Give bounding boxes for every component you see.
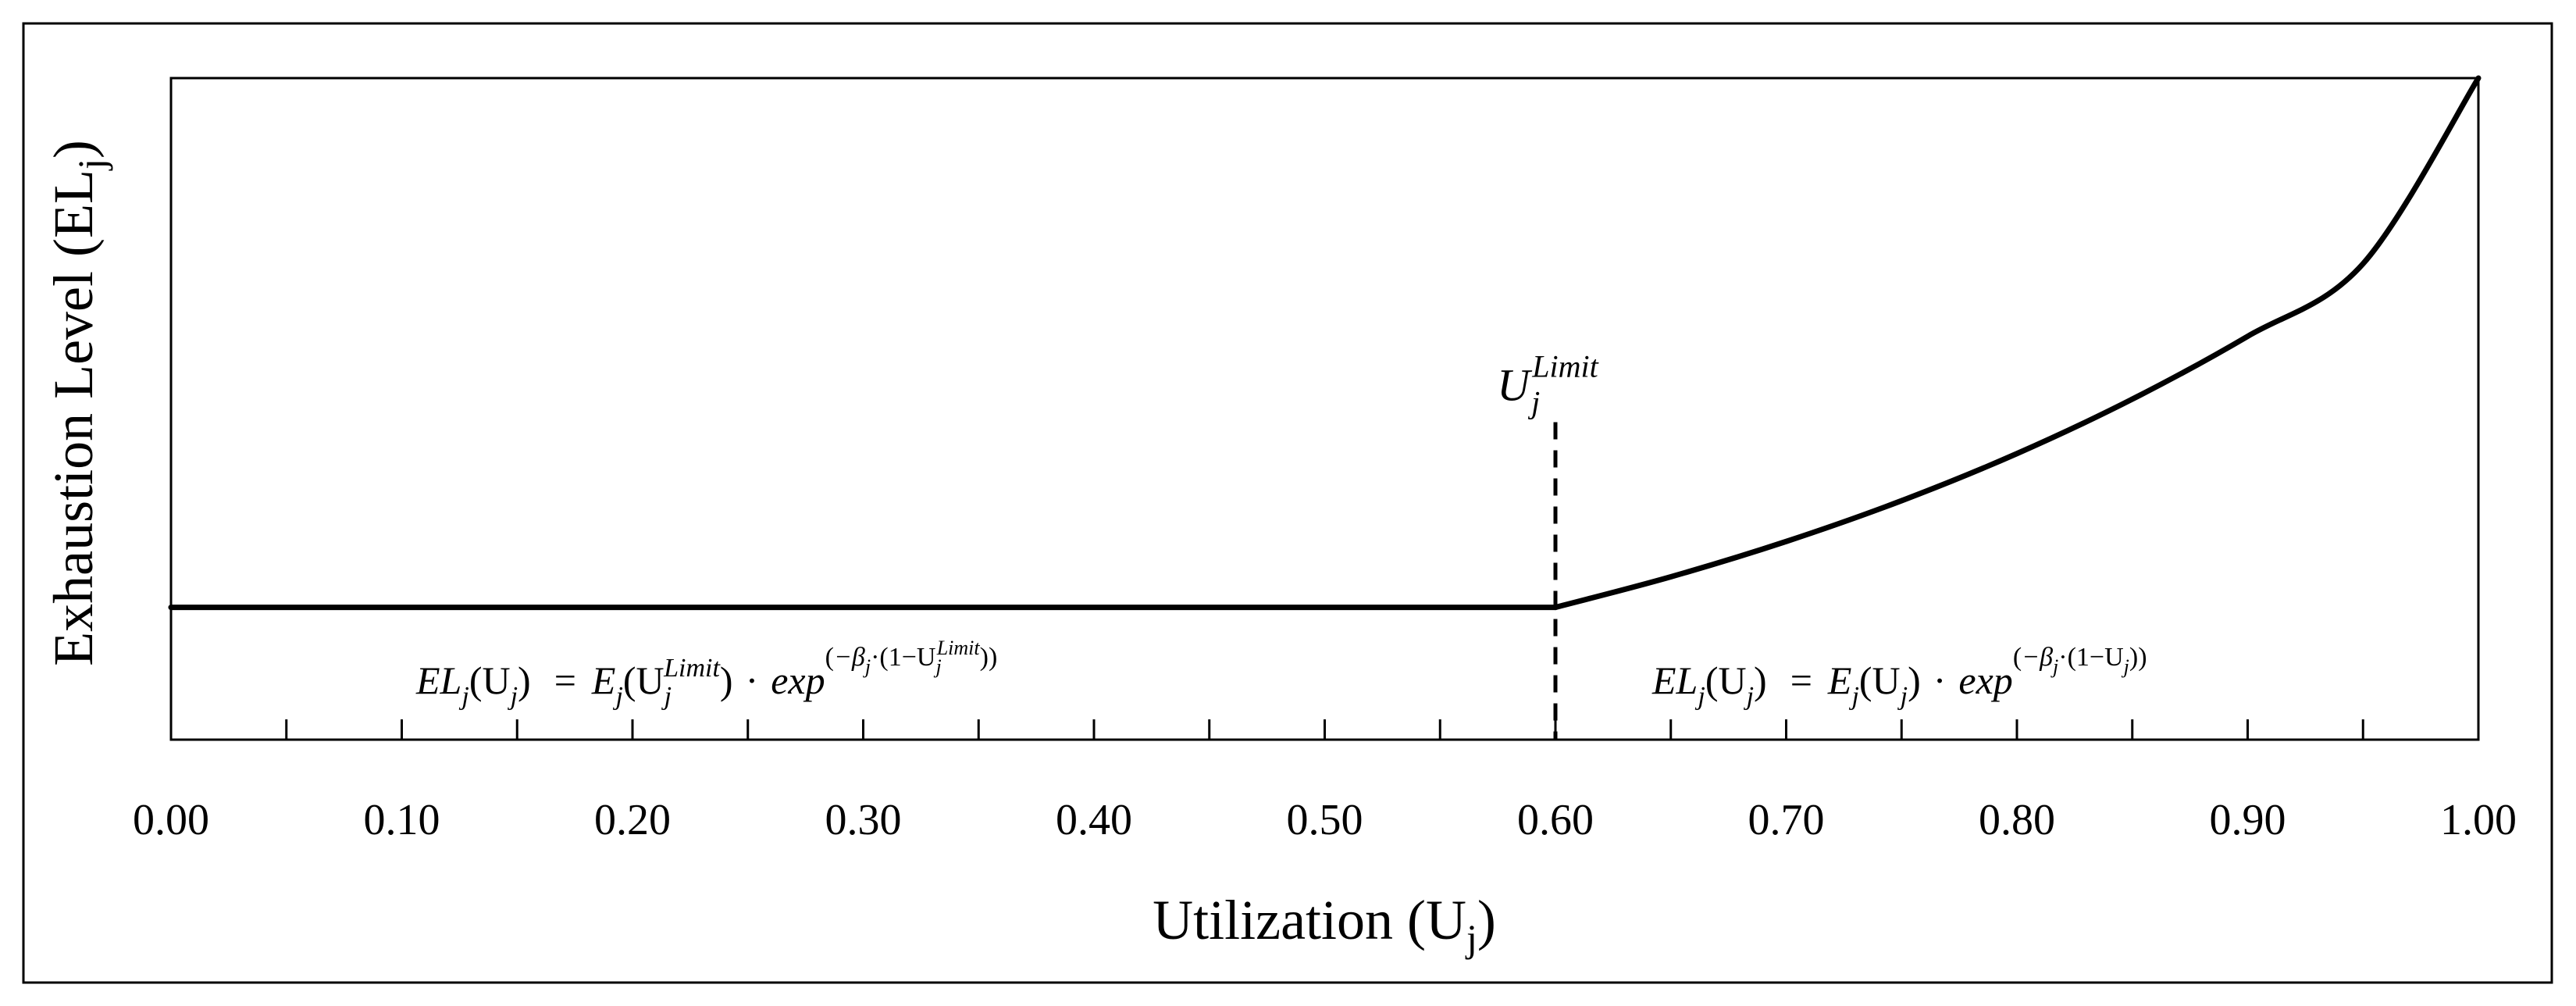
right-eq-exponent-sub2: j (2122, 655, 2129, 678)
right-eq-lhs-sub: j (1694, 682, 1705, 711)
left-eq-exponent-sub: j (863, 655, 871, 678)
right-eq-rhs-a: E (1827, 658, 1852, 702)
y-axis-title-main: Exhaustion Level (EL (42, 169, 105, 666)
x-tick-label: 1.00 (2440, 796, 2517, 844)
left-eq-rhs-c: ) (720, 658, 733, 702)
left-eq-lhs-a: EL (415, 658, 461, 702)
left-eq-lhs-c: ) (518, 658, 531, 702)
x-axis-ticks (169, 719, 2480, 740)
x-tick-label: 0.20 (594, 796, 671, 844)
left-eq-exponent-a: −β (834, 643, 865, 672)
right-eq-lhs-sub2: j (1744, 682, 1754, 711)
left-eq-lhs-sub: j (458, 682, 469, 711)
left-eq-lhs-b: (U (469, 658, 511, 702)
y-axis-title: Exhaustion Level (ELj) (42, 140, 113, 666)
x-tick-label: 0.10 (364, 796, 440, 844)
left-eq-exponent-sup2: Limit (936, 637, 981, 659)
x-axis-title: Utilization (Uj) (1153, 889, 1496, 960)
x-tick-label: 0.50 (1287, 796, 1363, 844)
left-eq-rhs-sub2: j (661, 682, 672, 711)
right-eq-exponent-a: −β (2022, 643, 2053, 672)
y-axis-title-sub: j (69, 159, 113, 171)
right-equation: ELj(Uj) = Ej(Uj) · exp(−βj·(1−Uj)) (1651, 643, 2147, 711)
right-eq-exp: exp (1958, 658, 2012, 702)
left-eq-exponent-sub2: j (933, 655, 941, 678)
right-eq-equals: = (1790, 658, 1812, 702)
right-eq-rhs-c: ) (1908, 658, 1921, 702)
y-axis-title-close: ) (42, 140, 105, 159)
right-eq-rhs-b: (U (1859, 658, 1901, 702)
left-eq-exponent-open: ( (825, 643, 834, 672)
series-exponential-segment (1552, 75, 2482, 611)
right-eq-exponent-sub: j (2050, 655, 2058, 678)
x-axis-title-close: ) (1477, 889, 1496, 951)
x-tick-label: 0.40 (1056, 796, 1132, 844)
x-axis-title-sub: j (1465, 916, 1477, 960)
limit-label-sub: j (1527, 384, 1540, 419)
left-eq-equals: = (554, 658, 576, 702)
left-eq-rhs-a: E (591, 658, 616, 702)
x-tick-label: 0.80 (1979, 796, 2055, 844)
left-eq-exp: exp (771, 658, 825, 702)
figure-border (22, 22, 2553, 984)
right-eq-rhs-sub: j (1848, 682, 1858, 711)
right-eq-rhs-sub2: j (1897, 682, 1908, 711)
right-eq-exponent-open: ( (2013, 643, 2022, 672)
right-eq-dot: · (1933, 658, 1947, 702)
right-eq-exponent-b: (1−U (2068, 643, 2124, 672)
left-eq-rhs-sup2: Limit (663, 654, 721, 683)
left-eq-exponent-dot: · (871, 643, 879, 672)
x-tick-label: 0.90 (2210, 796, 2286, 844)
right-eq-exponent-dot: · (2058, 643, 2067, 672)
x-tick-label: 0.30 (825, 796, 902, 844)
left-eq-exponent-b: (1−U (879, 643, 935, 672)
x-tick-label: 0.00 (133, 796, 209, 844)
x-axis-tick-labels: 0.00 0.10 0.20 0.30 0.40 0.50 0.60 0.70 0.80 0.90… (133, 796, 2517, 844)
left-eq-lhs-sub2: j (508, 682, 518, 711)
left-eq-dot: · (746, 658, 759, 702)
limit-label: UjLimit (1497, 348, 1598, 419)
x-tick-label: 0.70 (1748, 796, 1825, 844)
limit-label-sup: Limit (1531, 348, 1598, 383)
right-eq-lhs-a: EL (1651, 658, 1698, 702)
x-axis-title-main: Utilization (U (1153, 889, 1466, 951)
x-tick-label: 0.60 (1517, 796, 1594, 844)
right-eq-lhs-c: ) (1754, 658, 1767, 702)
right-eq-exponent-close: )) (2129, 643, 2147, 672)
left-equation: ELj(Uj) = Ej(UjLimit) · exp(−βj·(1−UjLimit)) (415, 637, 997, 711)
left-eq-rhs-sub: j (612, 682, 622, 711)
left-eq-exponent-close: )) (980, 643, 998, 672)
limit-label-base: U (1497, 359, 1533, 410)
right-eq-lhs-b: (U (1705, 658, 1747, 702)
left-eq-rhs-b: (U (623, 658, 664, 702)
plot-area-frame (169, 77, 2480, 741)
